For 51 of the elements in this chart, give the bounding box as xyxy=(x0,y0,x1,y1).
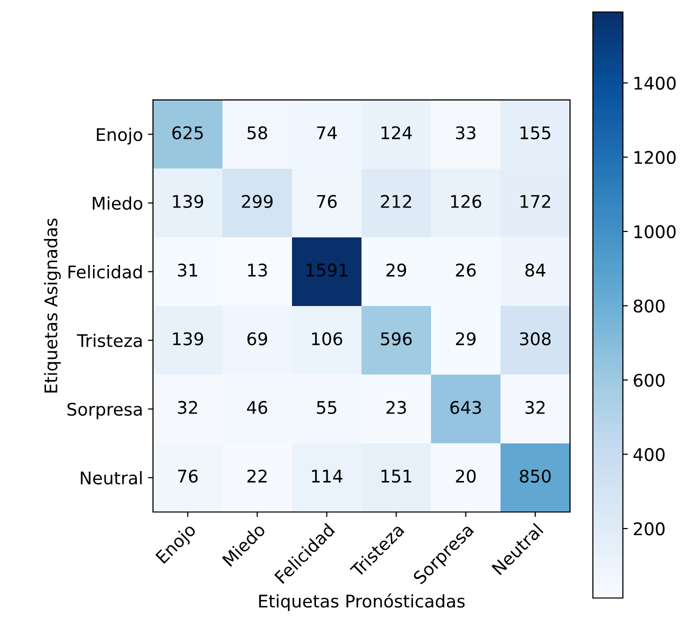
y-tick-label: Neutral xyxy=(80,471,142,485)
data-label: 55 xyxy=(317,401,336,414)
data-label: 29 xyxy=(386,264,406,277)
data-label: 139 xyxy=(173,194,204,208)
data-label: 139 xyxy=(173,332,204,346)
color-bar-label: 200 xyxy=(634,522,665,536)
y-tick-label: Sorpresa xyxy=(67,402,142,420)
data-label: 106 xyxy=(312,332,342,346)
y-axis-title: Etiquetas Asignadas xyxy=(44,218,61,392)
data-label: 23 xyxy=(386,400,406,414)
data-label: 126 xyxy=(451,194,482,208)
color-bar-label: 400 xyxy=(633,448,665,462)
data-label: 58 xyxy=(248,126,268,140)
data-label: 114 xyxy=(312,470,342,482)
data-label: 26 xyxy=(456,264,476,277)
data-label: 1591 xyxy=(306,264,348,277)
data-label: 299 xyxy=(242,194,273,208)
data-label: 33 xyxy=(456,126,476,140)
data-label: 22 xyxy=(247,470,267,482)
color-bar-label: 1000 xyxy=(634,225,676,238)
color-bar-label: 600 xyxy=(634,374,665,387)
data-label: 151 xyxy=(382,470,412,483)
data-label: 308 xyxy=(520,332,551,346)
x-axis-title: Etiquetas Pronósticadas xyxy=(259,594,465,612)
data-label: 76 xyxy=(317,194,337,208)
data-label: 124 xyxy=(382,126,412,140)
color-bar-label: 800 xyxy=(634,299,665,313)
data-label: 31 xyxy=(178,264,198,277)
data-label: 84 xyxy=(525,264,546,277)
data-label: 32 xyxy=(526,400,545,414)
y-tick-label: Enojo xyxy=(96,128,142,145)
data-label: 596 xyxy=(381,332,412,346)
data-label: 172 xyxy=(520,194,550,208)
data-label: 69 xyxy=(247,332,268,346)
data-label: 13 xyxy=(248,264,267,277)
data-label: 625 xyxy=(172,126,203,140)
data-label: 20 xyxy=(456,470,476,483)
data-label: 850 xyxy=(520,470,551,483)
data-label: 32 xyxy=(178,400,198,414)
data-label: 76 xyxy=(178,470,198,483)
data-label: 643 xyxy=(450,400,481,414)
y-tick-label: Miedo xyxy=(92,196,142,210)
data-label: 212 xyxy=(380,194,412,208)
y-tick-label: Felicidad xyxy=(68,265,142,278)
data-label: 46 xyxy=(247,400,268,414)
data-label: 29 xyxy=(456,332,476,346)
y-tick-label: Tristeza xyxy=(76,334,142,348)
data-label: 74 xyxy=(317,126,337,140)
color-bar-label: 1400 xyxy=(634,76,676,90)
data-label: 155 xyxy=(520,126,550,140)
color-bar-label: 1200 xyxy=(634,150,676,164)
